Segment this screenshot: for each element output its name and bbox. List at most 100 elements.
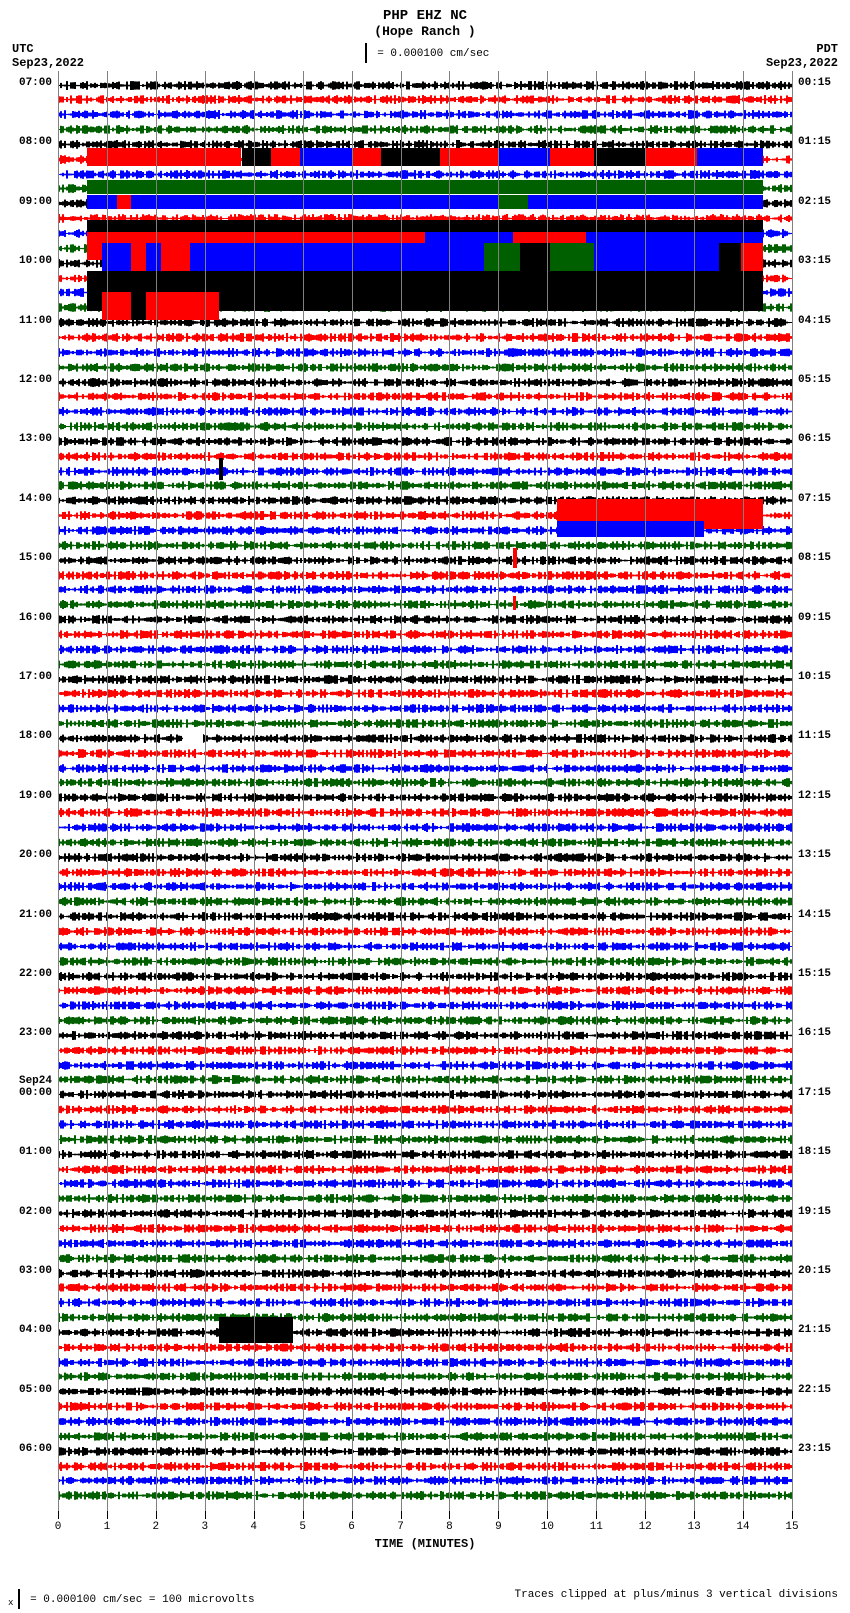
grid-line	[743, 71, 744, 1511]
tz-left-tz: UTC	[12, 42, 84, 56]
seismic-trace	[58, 1133, 792, 1142]
x-tick-label: 0	[55, 1521, 62, 1533]
clipped-region	[87, 148, 241, 166]
local-time-label: 10:15	[798, 671, 850, 683]
x-tick-label: 11	[590, 1521, 603, 1533]
utc-time-label: 01:00	[0, 1146, 52, 1158]
local-time-label: 06:15	[798, 433, 850, 445]
date-label: Sep24	[0, 1075, 52, 1087]
utc-time-label: 06:00	[0, 1443, 52, 1455]
local-time-label: 04:15	[798, 315, 850, 327]
local-time-label: 18:15	[798, 1146, 850, 1158]
grid-line	[107, 71, 108, 1511]
seismic-trace	[58, 747, 792, 756]
clipped-region	[557, 521, 704, 537]
x-tick	[743, 1511, 744, 1519]
seismic-trace	[58, 1341, 792, 1350]
clipped-region	[219, 1317, 292, 1343]
plot-area	[58, 71, 792, 1511]
grid-line	[205, 71, 206, 1511]
right-time-labels: 00:1501:1502:1503:1504:1505:1506:1507:15…	[794, 71, 850, 1511]
x-tick-label: 2	[153, 1521, 160, 1533]
seismic-trace	[58, 613, 792, 622]
x-tick-label: 3	[201, 1521, 208, 1533]
local-time-label: 21:15	[798, 1324, 850, 1336]
x-tick-label: 10	[541, 1521, 554, 1533]
seismic-trace	[58, 123, 792, 132]
seismic-trace	[58, 1489, 792, 1498]
local-time-label: 16:15	[798, 1027, 850, 1039]
seismic-trace	[58, 1326, 792, 1335]
clipped-region	[117, 195, 132, 209]
utc-time-label: 05:00	[0, 1384, 52, 1396]
local-time-label: 14:15	[798, 909, 850, 921]
seismic-trace	[58, 1207, 792, 1216]
grid-line	[156, 71, 157, 1511]
x-tick-label: 13	[688, 1521, 701, 1533]
event-spike	[513, 596, 516, 610]
seismic-trace	[58, 762, 792, 771]
tz-left-date: Sep23,2022	[12, 56, 84, 70]
scale-value: = 0.000100 cm/sec	[377, 48, 489, 60]
grid-line	[254, 71, 255, 1511]
utc-time-label: 04:00	[0, 1324, 52, 1336]
seismic-trace	[58, 628, 792, 637]
seismic-trace	[58, 1252, 792, 1261]
seismic-trace	[58, 435, 792, 444]
clipped-region	[498, 195, 527, 209]
local-time-label: 17:15	[798, 1087, 850, 1099]
utc-time-label: 07:00	[0, 77, 52, 89]
x-axis: TIME (MINUTES) 0123456789101112131415	[58, 1511, 792, 1551]
x-axis-label: TIME (MINUTES)	[58, 1511, 792, 1551]
seismic-trace	[58, 1296, 792, 1305]
x-tick	[645, 1511, 646, 1519]
utc-time-label: 18:00	[0, 730, 52, 742]
seismic-trace	[58, 1103, 792, 1112]
grid-line	[58, 71, 59, 1511]
seismic-trace	[58, 999, 792, 1008]
seismic-trace	[58, 821, 792, 830]
x-tick-label: 5	[299, 1521, 306, 1533]
clipped-region	[498, 148, 549, 166]
seismic-trace	[58, 1088, 792, 1097]
x-tick	[254, 1511, 255, 1519]
utc-time-label: 12:00	[0, 374, 52, 386]
seismic-trace	[58, 346, 792, 355]
local-time-label: 15:15	[798, 968, 850, 980]
seismic-trace	[58, 836, 792, 845]
local-time-label: 23:15	[798, 1443, 850, 1455]
utc-time-label: 14:00	[0, 493, 52, 505]
x-tick	[694, 1511, 695, 1519]
x-tick-label: 7	[397, 1521, 404, 1533]
footer-left-text: = 0.000100 cm/sec = 100 microvolts	[30, 1594, 254, 1606]
seismic-trace	[58, 970, 792, 979]
seismic-trace	[58, 1356, 792, 1365]
local-time-label: 12:15	[798, 790, 850, 802]
seismic-trace	[58, 1474, 792, 1483]
clipped-region	[697, 148, 763, 166]
seismic-trace	[58, 1415, 792, 1424]
seismic-trace	[58, 1029, 792, 1038]
grid-line	[792, 71, 793, 1511]
seismic-trace	[58, 643, 792, 652]
seismic-trace	[58, 1177, 792, 1186]
x-tick	[352, 1511, 353, 1519]
local-time-label: 09:15	[798, 612, 850, 624]
seismic-trace	[58, 717, 792, 726]
station-code: PHP EHZ NC	[0, 0, 850, 24]
seismic-trace	[58, 465, 792, 474]
left-time-labels: 07:0008:0009:0010:0011:0012:0013:0014:00…	[0, 71, 56, 1511]
clipped-region	[146, 292, 219, 320]
seismic-trace	[58, 687, 792, 696]
utc-time-label: 16:00	[0, 612, 52, 624]
x-tick	[498, 1511, 499, 1519]
seismic-trace	[58, 1192, 792, 1201]
x-tick	[303, 1511, 304, 1519]
seismic-trace	[58, 1163, 792, 1172]
utc-time-label: 19:00	[0, 790, 52, 802]
tz-right-tz: PDT	[766, 42, 838, 56]
x-tick	[401, 1511, 402, 1519]
local-time-label: 11:15	[798, 730, 850, 742]
seismic-trace	[58, 851, 792, 860]
seismic-trace	[58, 554, 792, 563]
